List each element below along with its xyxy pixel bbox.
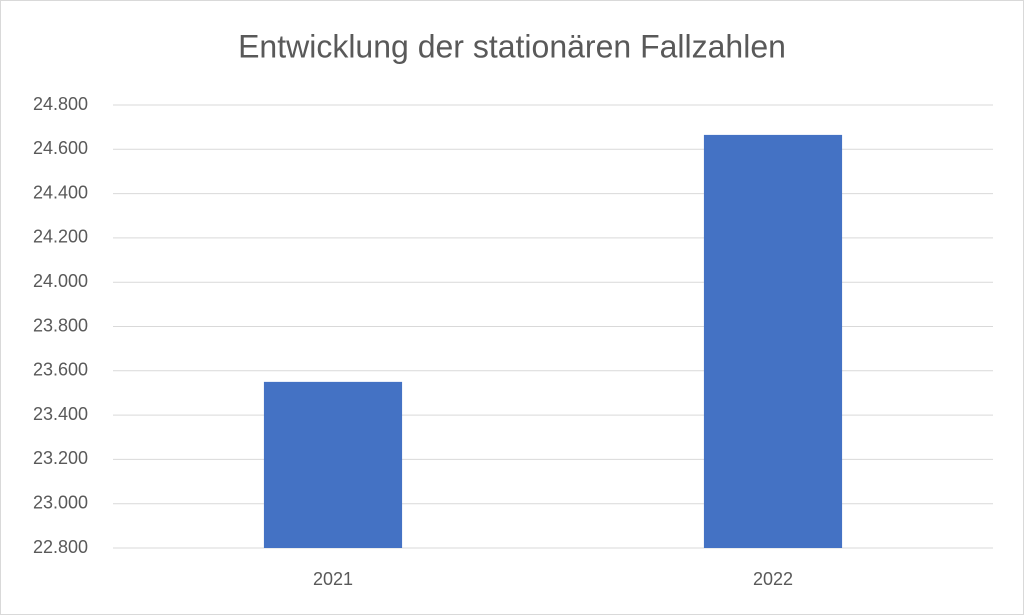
y-tick-label: 22.800 [33, 537, 88, 557]
y-tick-label: 23.800 [33, 315, 88, 335]
y-tick-label: 23.000 [33, 492, 88, 512]
y-tick-label: 23.200 [33, 448, 88, 468]
chart-title: Entwicklung der stationären Fallzahlen [238, 28, 786, 64]
y-tick-label: 24.000 [33, 271, 88, 291]
bar [263, 381, 403, 548]
y-tick-label: 24.200 [33, 227, 88, 247]
x-tick-label: 2022 [753, 569, 793, 589]
bar [703, 134, 843, 548]
y-tick-label: 24.800 [33, 94, 88, 114]
y-tick-label: 23.600 [33, 360, 88, 380]
x-tick-label: 2021 [313, 569, 353, 589]
y-tick-label: 24.400 [33, 182, 88, 202]
y-tick-label: 23.400 [33, 404, 88, 424]
y-tick-label: 24.600 [33, 138, 88, 158]
